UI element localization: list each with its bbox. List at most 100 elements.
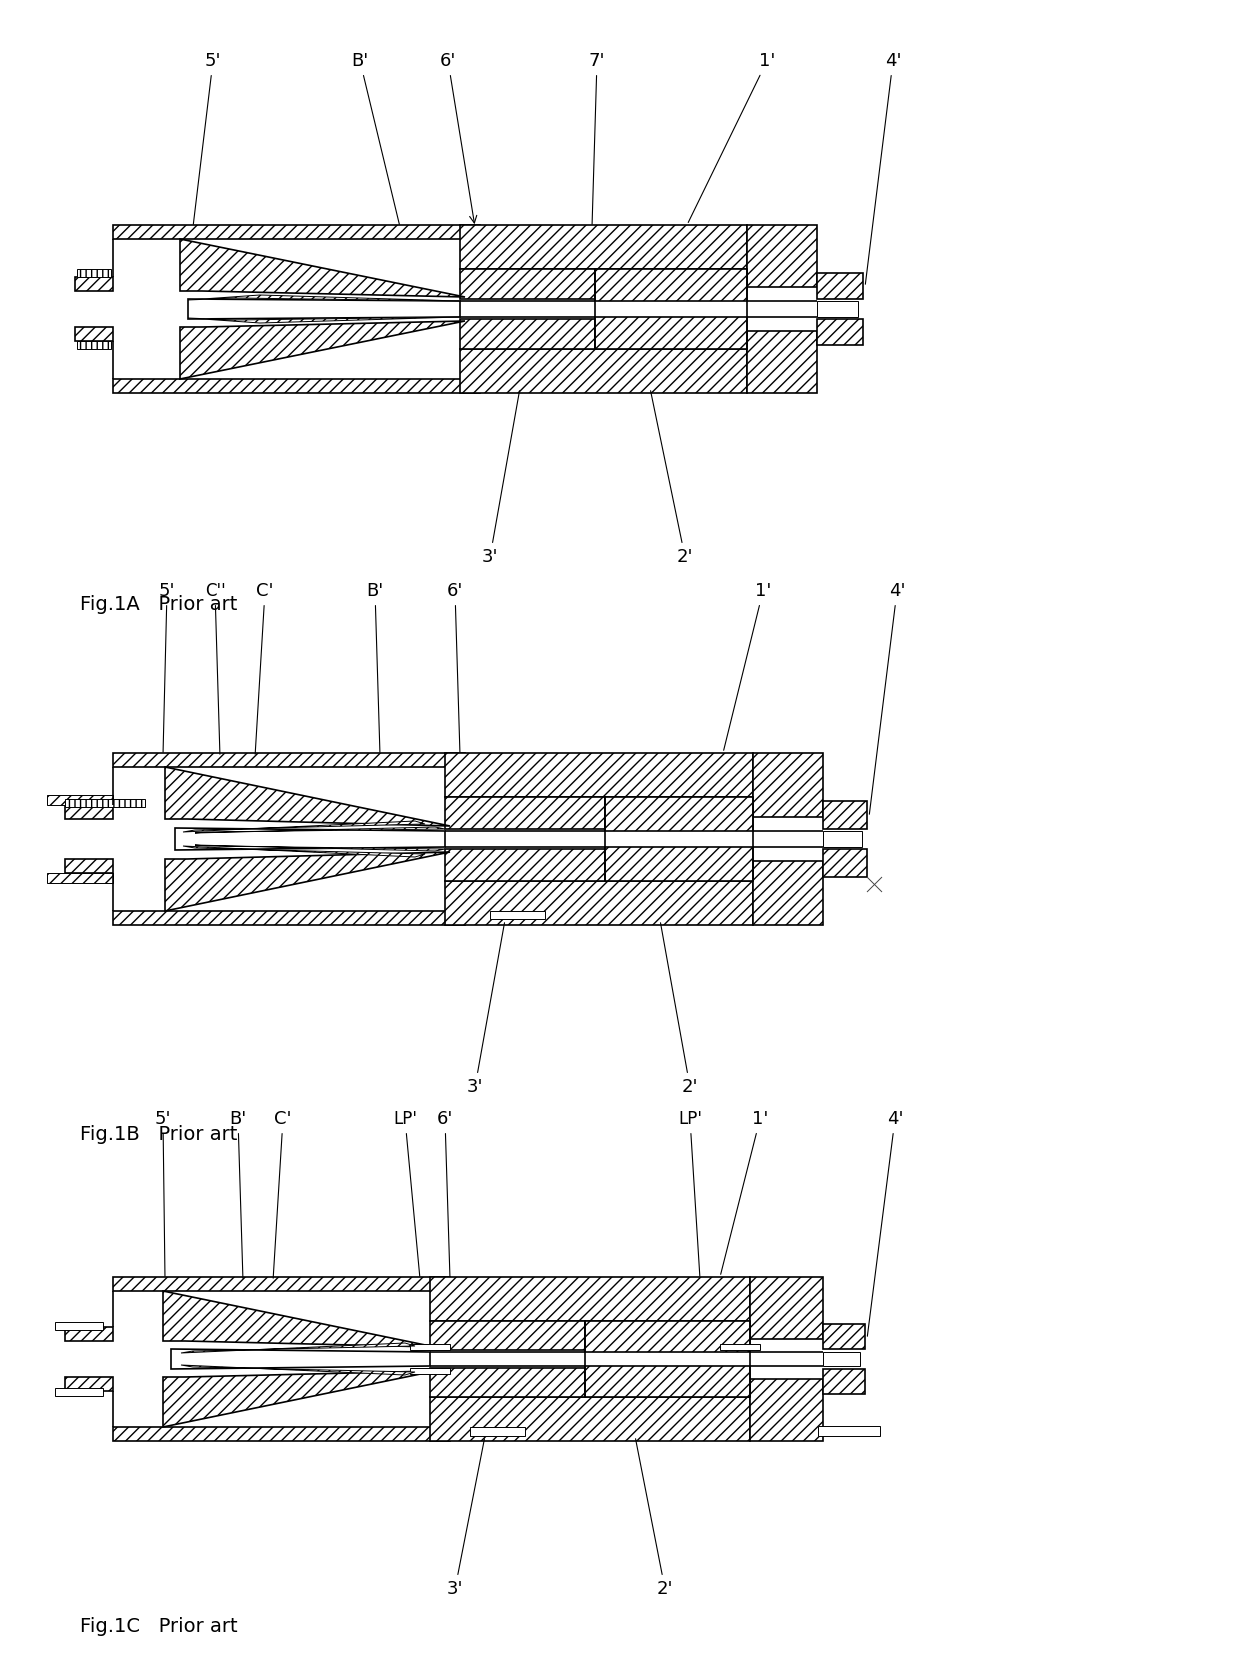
Polygon shape [64, 860, 113, 873]
Polygon shape [113, 1278, 450, 1291]
Polygon shape [823, 1325, 866, 1348]
Polygon shape [753, 861, 823, 925]
Text: 6': 6' [446, 583, 464, 752]
Polygon shape [47, 873, 113, 883]
Polygon shape [64, 1377, 113, 1390]
Text: 1': 1' [724, 583, 771, 751]
Text: 3': 3' [466, 923, 505, 1096]
Polygon shape [445, 850, 605, 881]
Polygon shape [585, 1321, 750, 1352]
Polygon shape [817, 301, 858, 317]
Text: B': B' [366, 583, 383, 752]
Polygon shape [180, 321, 465, 379]
Polygon shape [595, 269, 746, 301]
Polygon shape [165, 767, 450, 826]
Polygon shape [77, 341, 112, 349]
Polygon shape [460, 349, 746, 393]
Polygon shape [162, 1291, 435, 1347]
Polygon shape [470, 1427, 525, 1436]
Polygon shape [490, 912, 546, 918]
Polygon shape [188, 299, 460, 319]
Text: 4': 4' [869, 583, 905, 814]
Polygon shape [823, 850, 867, 876]
Polygon shape [445, 798, 605, 829]
Text: C': C' [273, 1110, 291, 1278]
Text: 3': 3' [446, 1439, 485, 1598]
Polygon shape [746, 331, 817, 393]
Text: B': B' [351, 52, 399, 225]
Polygon shape [175, 828, 445, 850]
Text: B': B' [229, 1110, 247, 1278]
Polygon shape [64, 804, 113, 819]
Polygon shape [817, 274, 863, 299]
Polygon shape [823, 831, 862, 846]
Text: 7': 7' [589, 52, 605, 225]
Polygon shape [184, 846, 425, 856]
Polygon shape [818, 1425, 880, 1436]
Polygon shape [823, 801, 867, 829]
Polygon shape [720, 1343, 760, 1350]
Polygon shape [55, 1389, 103, 1395]
Polygon shape [77, 269, 112, 277]
Polygon shape [162, 1372, 435, 1427]
Text: 5': 5' [193, 52, 221, 225]
Polygon shape [195, 845, 445, 851]
Polygon shape [753, 752, 823, 818]
Polygon shape [750, 1278, 823, 1338]
Polygon shape [74, 277, 113, 290]
Polygon shape [55, 1321, 103, 1330]
Text: 6': 6' [440, 52, 476, 223]
Text: 4': 4' [866, 52, 901, 284]
Polygon shape [750, 1378, 823, 1441]
Polygon shape [410, 1368, 450, 1373]
Polygon shape [445, 752, 753, 798]
Polygon shape [113, 379, 480, 393]
Polygon shape [605, 798, 753, 831]
Polygon shape [113, 912, 465, 925]
Polygon shape [184, 821, 425, 833]
Polygon shape [746, 225, 817, 287]
Polygon shape [817, 319, 863, 344]
Polygon shape [460, 225, 746, 269]
Polygon shape [410, 1343, 450, 1350]
Polygon shape [180, 238, 465, 297]
Polygon shape [430, 1397, 750, 1441]
Polygon shape [64, 799, 145, 808]
Polygon shape [113, 752, 465, 767]
Polygon shape [430, 1278, 750, 1321]
Text: 4': 4' [867, 1110, 903, 1336]
Text: 5': 5' [155, 1110, 171, 1276]
Text: Fig.1A   Prior art: Fig.1A Prior art [81, 594, 237, 613]
Polygon shape [188, 296, 460, 301]
Polygon shape [195, 828, 445, 833]
Text: 5': 5' [159, 583, 175, 752]
Polygon shape [823, 1368, 866, 1394]
Polygon shape [595, 317, 746, 349]
Text: 1': 1' [688, 52, 775, 223]
Polygon shape [171, 1348, 430, 1368]
Polygon shape [585, 1367, 750, 1397]
Polygon shape [74, 327, 113, 341]
Text: 6': 6' [436, 1110, 453, 1276]
Text: C': C' [255, 583, 274, 754]
Polygon shape [823, 1352, 861, 1367]
Text: 2': 2' [636, 1439, 673, 1598]
Text: LP': LP' [393, 1110, 420, 1276]
Polygon shape [165, 851, 450, 912]
Polygon shape [430, 1321, 585, 1350]
Polygon shape [460, 269, 595, 299]
Polygon shape [181, 1365, 415, 1375]
Polygon shape [113, 1427, 450, 1441]
Text: 1': 1' [720, 1110, 769, 1274]
Polygon shape [181, 1343, 415, 1353]
Polygon shape [605, 846, 753, 881]
Text: 3': 3' [482, 391, 520, 566]
Polygon shape [188, 317, 460, 322]
Polygon shape [64, 1326, 113, 1342]
Polygon shape [113, 225, 480, 238]
Text: LP': LP' [678, 1110, 702, 1276]
Polygon shape [445, 881, 753, 925]
Polygon shape [430, 1368, 585, 1397]
Text: C'': C'' [205, 583, 226, 754]
Text: 2': 2' [651, 391, 693, 566]
